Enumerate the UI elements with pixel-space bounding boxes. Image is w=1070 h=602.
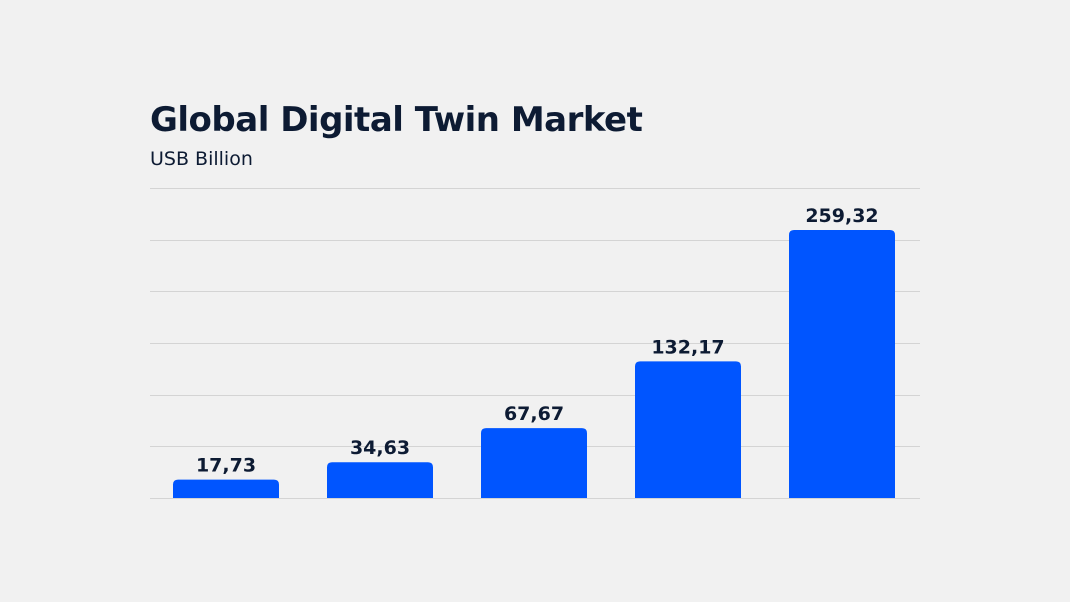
bar: [173, 479, 279, 498]
bar-value-label: 34,63: [350, 437, 410, 459]
bar: [635, 361, 741, 498]
bar-value-label: 67,67: [504, 403, 564, 425]
chart-subtitle: USB Billion: [150, 148, 253, 170]
bar-value-label: 132,17: [651, 336, 724, 358]
value-labels: 17,73 34,63 67,67 132,17 259,32: [196, 205, 879, 477]
bar: [327, 462, 433, 498]
bars: [173, 230, 895, 498]
bar-value-label: 259,32: [805, 205, 878, 227]
bar: [481, 428, 587, 498]
bar-value-label: 17,73: [196, 455, 256, 477]
chart-title: Global Digital Twin Market: [150, 100, 643, 140]
bar: [789, 230, 895, 498]
